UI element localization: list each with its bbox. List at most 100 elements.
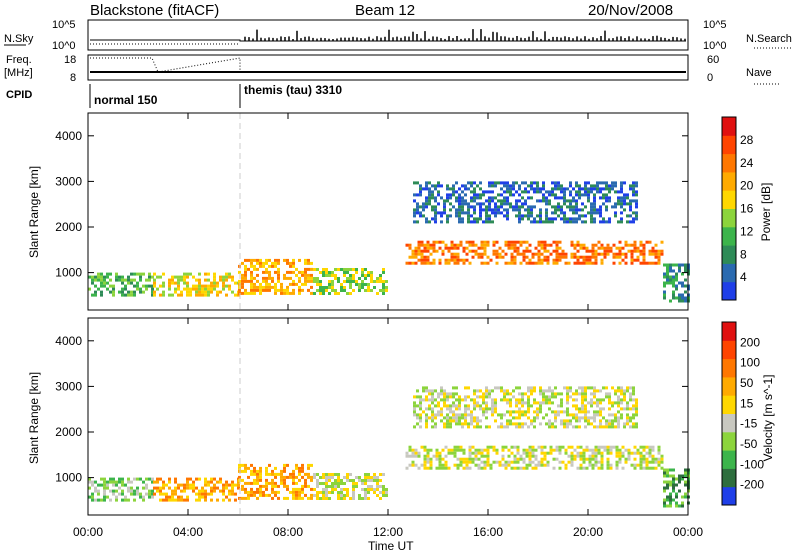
power-cell (423, 246, 427, 250)
power-cell (558, 240, 562, 244)
velocity-cell (446, 416, 449, 420)
power-cell (316, 280, 319, 283)
velocity-cell (491, 404, 494, 408)
velocity-cell (97, 498, 100, 502)
power-cell (449, 196, 452, 200)
power-cell (593, 187, 596, 191)
velocity-cell (494, 404, 497, 408)
velocity-cell (608, 401, 611, 405)
velocity-cell (118, 480, 121, 484)
power-cell (513, 246, 517, 250)
velocity-cell (468, 454, 472, 458)
velocity-cell (476, 395, 479, 399)
velocity-cell (581, 398, 584, 402)
power-cell (480, 255, 484, 259)
velocity-cell (228, 498, 231, 502)
power-cell (461, 190, 464, 194)
power-cell (328, 286, 331, 289)
velocity-cell (283, 484, 286, 488)
nsky-frame (87, 19, 689, 51)
velocity-y-tick-label: 4000 (55, 334, 82, 348)
power-cell (629, 202, 632, 206)
velocity-cell (629, 392, 632, 396)
power-cell (575, 193, 578, 197)
power-cell (600, 252, 604, 256)
power-cell (174, 281, 177, 285)
power-cell (352, 277, 355, 280)
velocity-cell (446, 392, 449, 396)
power-cell (426, 240, 430, 244)
velocity-cell (449, 422, 452, 426)
power-colorbar-tick-label: 12 (740, 224, 754, 238)
power-cell (642, 258, 646, 262)
power-cell (578, 196, 581, 200)
velocity-cell (584, 404, 587, 408)
velocity-cell (590, 404, 593, 408)
power-cell (611, 187, 614, 191)
velocity-cell (507, 463, 511, 467)
velocity-cell (483, 463, 487, 467)
velocity-cell (177, 495, 180, 499)
power-cell (569, 199, 572, 203)
velocity-cell (602, 416, 605, 420)
velocity-cell (498, 463, 502, 467)
velocity-cell (485, 425, 488, 429)
power-cell (528, 261, 532, 265)
velocity-cell (367, 476, 370, 479)
power-cell (485, 217, 488, 221)
x-tick-label: 12:00 (373, 525, 403, 539)
velocity-cell (470, 416, 473, 420)
power-cell (555, 258, 559, 262)
power-cell (543, 243, 547, 247)
power-cell (545, 214, 548, 218)
velocity-cell (500, 416, 503, 420)
power-cell (462, 249, 466, 253)
power-cell (555, 249, 559, 253)
power-cell (672, 275, 675, 279)
power-cell (207, 293, 210, 297)
power-cell (289, 276, 292, 280)
velocity-cell (515, 398, 518, 402)
velocity-cell (506, 392, 509, 396)
power-cell (432, 240, 436, 244)
power-cell (247, 267, 250, 271)
power-cell (636, 258, 640, 262)
velocity-cell (512, 416, 515, 420)
velocity-cell (446, 419, 449, 423)
velocity-cell (331, 476, 334, 479)
velocity-cell (171, 498, 174, 502)
power-cell (265, 270, 268, 274)
power-cell (156, 287, 159, 291)
velocity-cell (461, 422, 464, 426)
power-cell (669, 269, 672, 273)
velocity-cell (449, 425, 452, 429)
velocity-cell (429, 460, 433, 464)
velocity-cell (443, 401, 446, 405)
power-cell (608, 190, 611, 194)
velocity-cell (626, 416, 629, 420)
velocity-cell (648, 460, 652, 464)
power-cell (579, 261, 583, 265)
velocity-cell (174, 498, 177, 502)
power-cell (438, 258, 442, 262)
power-cell (548, 220, 551, 224)
velocity-cell (521, 398, 524, 402)
power-cell (635, 184, 638, 188)
velocity-cell (611, 404, 614, 408)
power-cell (334, 289, 337, 292)
power-cell (198, 284, 201, 288)
velocity-cell (681, 504, 684, 508)
velocity-cell (522, 466, 526, 470)
velocity-cell (461, 425, 464, 429)
power-cell (576, 261, 580, 265)
power-cell (530, 181, 533, 185)
velocity-cell (121, 489, 124, 493)
velocity-cell (620, 416, 623, 420)
velocity-cell (159, 492, 162, 496)
velocity-cell (426, 448, 430, 452)
velocity-cell (441, 466, 445, 470)
velocity-cell (513, 445, 517, 449)
power-cell (286, 288, 289, 292)
power-cell (265, 261, 268, 265)
power-cell (417, 252, 421, 256)
